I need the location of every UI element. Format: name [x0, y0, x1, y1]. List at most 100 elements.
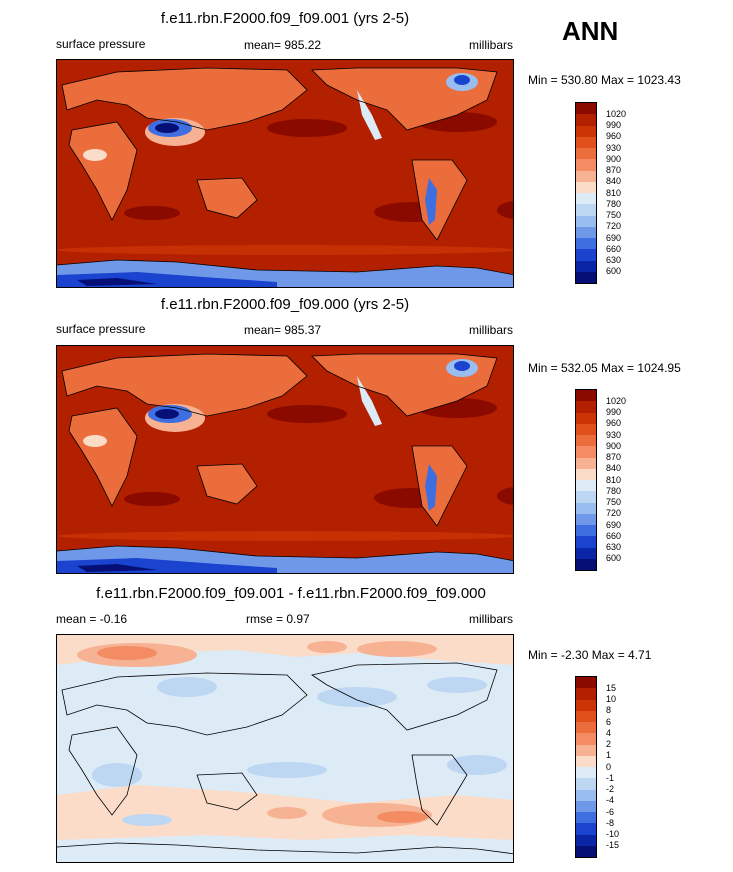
colorbar-swatch	[576, 401, 596, 413]
colorbar-swatch	[576, 204, 596, 216]
colorbar-tick-label: -2	[606, 784, 615, 794]
panel2-mean-label: mean= 985.37	[244, 323, 322, 337]
colorbar-tick-label: 0	[606, 761, 612, 772]
colorbar-tick-label: 840	[606, 176, 622, 187]
colorbar-swatch	[576, 755, 596, 767]
panel1-map	[56, 59, 514, 288]
panel2-title: f.e11.rbn.F2000.f09_f09.000 (yrs 2-5)	[160, 296, 410, 313]
colorbar-tick-label: 10	[606, 694, 617, 704]
panel1-map-plot	[57, 60, 513, 287]
colorbar-swatch	[576, 480, 596, 492]
colorbar-swatch	[576, 238, 596, 250]
colorbar-tick-label: 990	[606, 407, 622, 417]
colorbar-tick-label: 900	[606, 153, 622, 164]
colorbar-swatch	[576, 677, 596, 689]
colorbar-tick-label: 8	[606, 705, 612, 716]
panel3-mean-label: mean = -0.16	[56, 612, 128, 626]
colorbar-tick-label: 780	[606, 485, 622, 496]
panel1-units-label: millibars	[468, 38, 513, 52]
colorbar-swatch	[576, 845, 596, 857]
colorbar-swatch	[576, 271, 596, 283]
colorbar-swatch	[576, 390, 596, 402]
colorbar-tick-label: 630	[606, 255, 622, 265]
colorbar-tick-label: 630	[606, 542, 622, 552]
colorbar-swatch	[576, 423, 596, 435]
colorbar-tick-label: -8	[606, 817, 615, 828]
panel1-colorbar	[575, 102, 597, 284]
colorbar-tick-label: 780	[606, 198, 622, 209]
colorbar-swatch	[576, 260, 596, 272]
panel1-minmax-label: Min = 530.80 Max = 1023.43	[528, 73, 681, 87]
panel2-units-label: millibars	[468, 323, 513, 337]
colorbar-swatch	[576, 525, 596, 537]
panel3-colorbar	[575, 676, 597, 858]
panel3-title: f.e11.rbn.F2000.f09_f09.001 - f.e11.rbn.…	[96, 585, 486, 602]
colorbar-swatch	[576, 170, 596, 182]
colorbar-tick-label: 930	[606, 142, 622, 153]
colorbar-tick-label: 960	[606, 418, 622, 429]
colorbar-swatch	[576, 834, 596, 846]
colorbar-tick-label: 1020	[606, 108, 627, 119]
colorbar-tick-label: 900	[606, 440, 622, 451]
colorbar-swatch	[576, 558, 596, 570]
colorbar-swatch	[576, 125, 596, 137]
colorbar-swatch	[576, 148, 596, 160]
season-label: ANN	[562, 16, 619, 46]
colorbar-tick-label: 4	[606, 727, 612, 738]
colorbar-swatch	[576, 536, 596, 548]
panel1-mean-label: mean= 985.22	[244, 38, 322, 52]
panel2-minmax-label: Min = 532.05 Max = 1024.95	[528, 361, 681, 375]
panel3-map-plot	[57, 635, 513, 862]
colorbar-swatch	[576, 800, 596, 812]
colorbar-swatch	[576, 789, 596, 801]
colorbar-swatch	[576, 457, 596, 469]
colorbar-tick-label: 960	[606, 131, 622, 142]
colorbar-tick-label: -4	[606, 795, 615, 806]
colorbar-swatch	[576, 502, 596, 514]
colorbar-swatch	[576, 744, 596, 756]
colorbar-tick-label: 870	[606, 165, 622, 175]
colorbar-tick-label: -15	[606, 840, 620, 851]
colorbar-tick-label: 930	[606, 429, 622, 440]
colorbar-swatch	[576, 710, 596, 722]
colorbar-tick-label: 870	[606, 452, 622, 462]
colorbar-tick-label: 750	[606, 497, 622, 507]
colorbar-swatch	[576, 249, 596, 261]
colorbar-swatch	[576, 812, 596, 824]
colorbar-swatch	[576, 547, 596, 559]
colorbar-swatch	[576, 435, 596, 447]
colorbar-tick-label: 690	[606, 232, 622, 243]
colorbar-tick-label: 720	[606, 221, 622, 232]
colorbar-tick-label: 810	[606, 474, 622, 485]
colorbar-swatch	[576, 733, 596, 745]
colorbar-swatch	[576, 159, 596, 171]
colorbar-tick-label: 1020	[606, 395, 627, 406]
colorbar-tick-label: 750	[606, 210, 622, 220]
colorbar-swatch	[576, 513, 596, 525]
colorbar-swatch	[576, 722, 596, 734]
colorbar-swatch	[576, 136, 596, 148]
colorbar-tick-label: -10	[606, 829, 620, 839]
colorbar-swatch	[576, 103, 596, 115]
colorbar-swatch	[576, 181, 596, 193]
panel3-rmse-label: rmse = 0.97	[246, 612, 310, 626]
colorbar-tick-label: 810	[606, 187, 622, 198]
panel2-colorbar	[575, 389, 597, 571]
colorbar-swatch	[576, 412, 596, 424]
colorbar-tick-label: 6	[606, 716, 612, 727]
colorbar-tick-label: 2	[606, 739, 612, 749]
colorbar-swatch	[576, 215, 596, 227]
colorbar-swatch	[576, 114, 596, 126]
panel3-map	[56, 634, 514, 863]
panel2-variable-label: surface pressure	[56, 322, 146, 336]
colorbar-swatch	[576, 491, 596, 503]
panel3-units-label: millibars	[468, 612, 513, 626]
panel3-minmax-label: Min = -2.30 Max = 4.71	[528, 648, 652, 662]
panel2-map	[56, 345, 514, 574]
colorbar-tick-label: 990	[606, 120, 622, 130]
panel1-variable-label: surface pressure	[56, 37, 146, 51]
colorbar-tick-label: 600	[606, 553, 622, 564]
colorbar-swatch	[576, 226, 596, 238]
colorbar-tick-label: 660	[606, 530, 622, 541]
colorbar-tick-label: -1	[606, 772, 615, 783]
